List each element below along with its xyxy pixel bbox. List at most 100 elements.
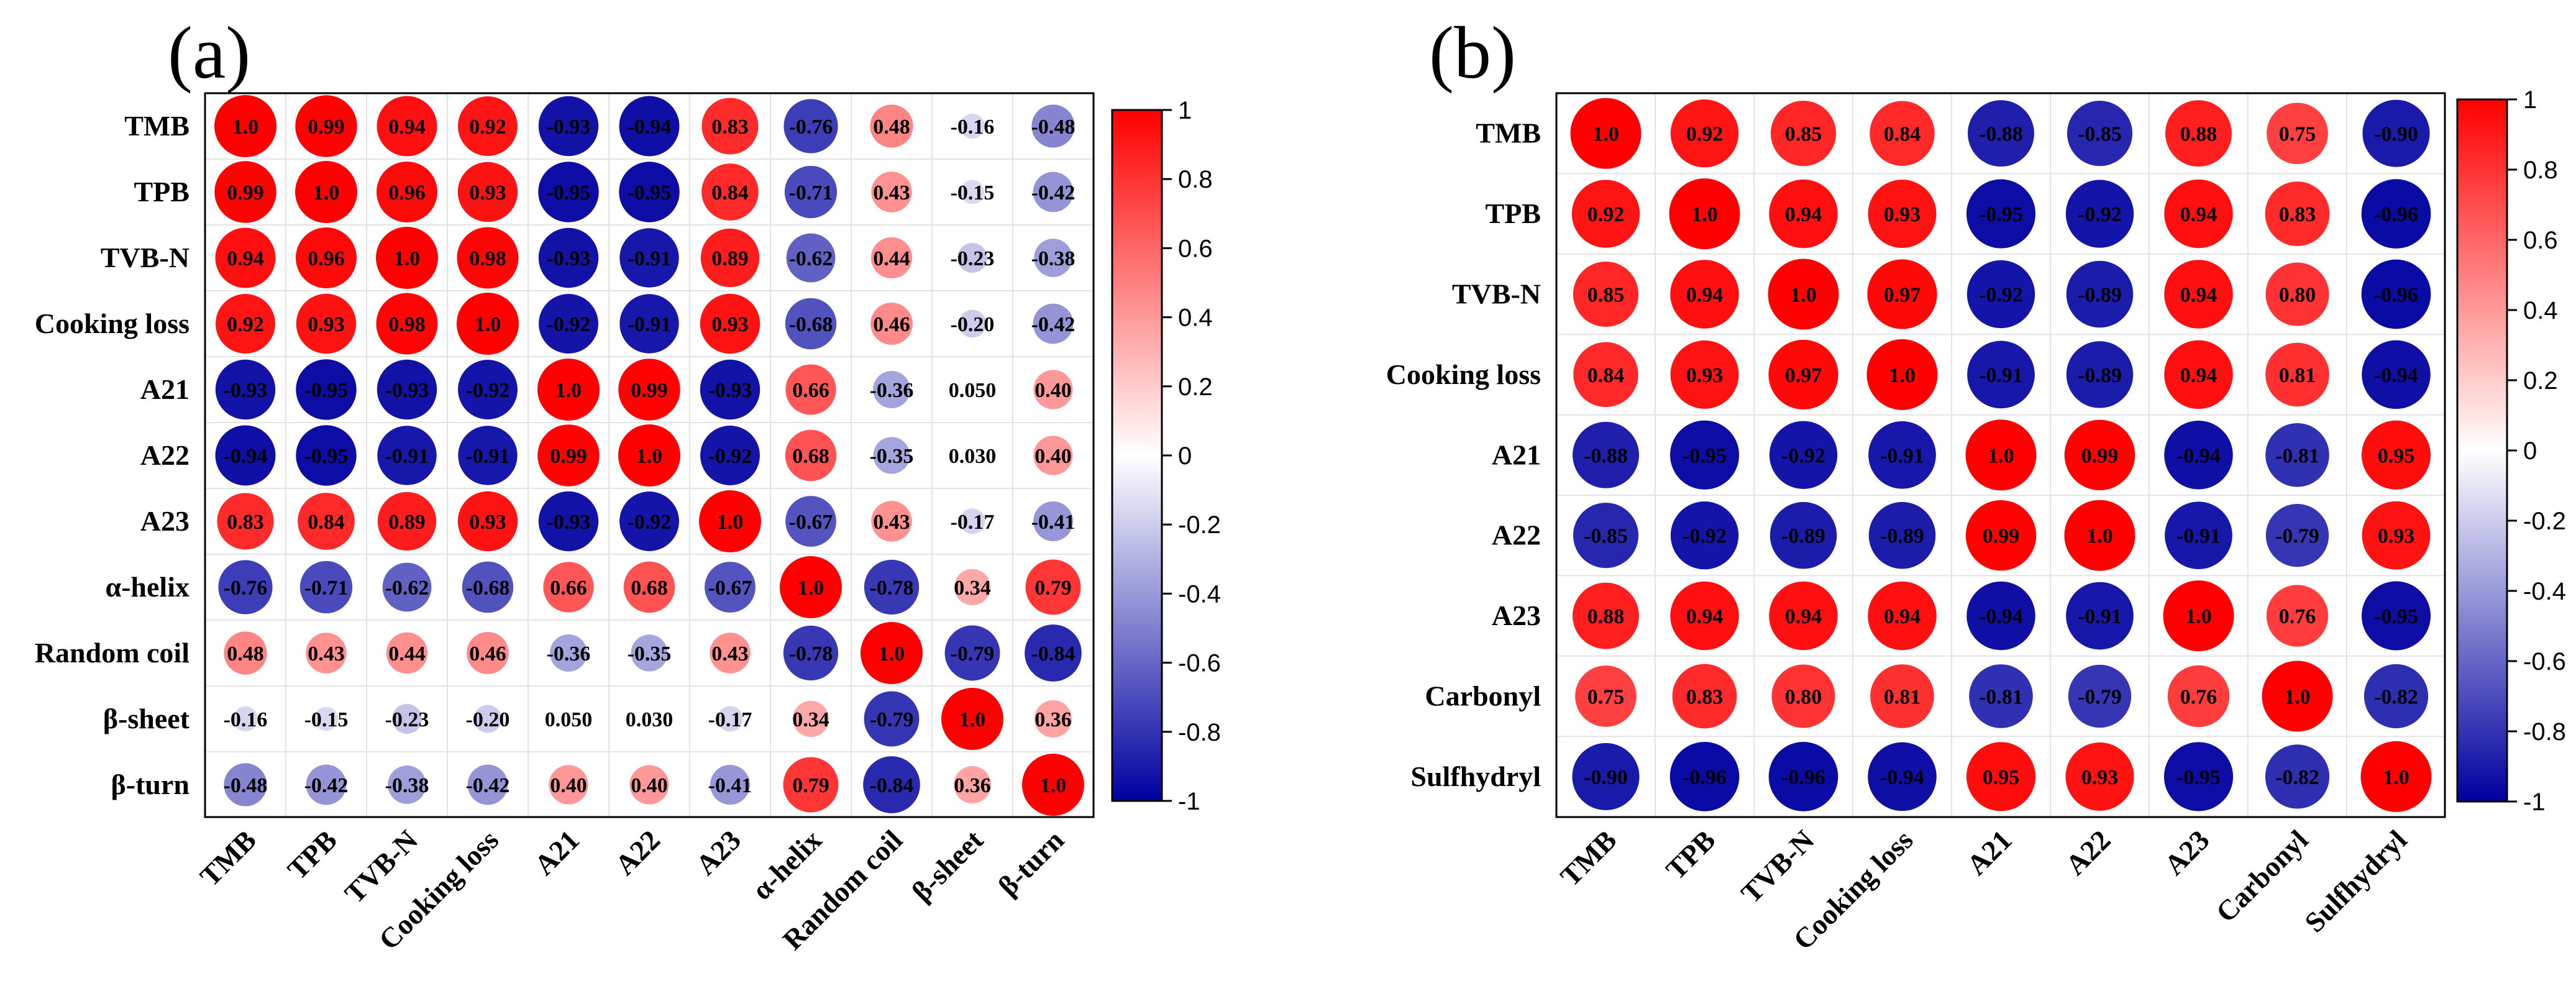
- correlation-value: -0.68: [789, 313, 833, 336]
- correlation-circle: [1770, 501, 1837, 569]
- correlation-circle: [871, 501, 912, 542]
- correlation-value: 0.94: [1686, 284, 1724, 307]
- correlation-value: 0.34: [954, 577, 991, 600]
- correlation-value: 1.0: [717, 511, 744, 534]
- correlation-circle: [1868, 180, 1937, 249]
- correlation-circle: [537, 359, 600, 421]
- correlation-circle: [2067, 101, 2133, 167]
- correlation-circle: [233, 706, 258, 731]
- correlation-circle: [1769, 179, 1838, 249]
- col-label: β-turn: [992, 824, 1070, 902]
- row-label: β-turn: [111, 769, 190, 800]
- correlation-circle: [1669, 420, 1740, 490]
- colorbar-tick-label: 0.4: [1178, 304, 1213, 332]
- correlation-value: 0.99: [1983, 525, 2020, 548]
- row-label: TPB: [134, 176, 190, 208]
- correlation-value: 0.98: [388, 313, 426, 336]
- correlation-circle: [786, 233, 836, 283]
- correlation-circle: [306, 764, 347, 805]
- correlation-circle: [1771, 664, 1835, 728]
- correlation-circle: [958, 309, 987, 338]
- correlation-circle: [1575, 665, 1637, 727]
- correlation-value: -0.85: [2078, 123, 2122, 146]
- correlation-value: -0.90: [2374, 123, 2418, 146]
- correlation-circle: [458, 96, 518, 156]
- correlation-value: -0.91: [628, 247, 672, 270]
- correlation-circle: [2065, 180, 2134, 248]
- correlation-circle: [296, 359, 357, 420]
- correlation-value: 0.66: [550, 577, 587, 600]
- correlation-value: -0.36: [870, 379, 914, 402]
- correlation-circle: [699, 490, 761, 552]
- correlation-circle: [1033, 501, 1074, 542]
- correlation-circle: [458, 360, 518, 419]
- correlation-circle: [382, 562, 432, 612]
- row-label: α-helix: [105, 571, 190, 603]
- colorbar-tick-label: -1: [1178, 788, 1200, 815]
- correlation-circle: [2265, 423, 2329, 487]
- correlation-circle: [1968, 100, 2034, 167]
- correlation-circle: [954, 766, 991, 803]
- correlation-value: -0.91: [2176, 525, 2221, 548]
- correlation-value: 0.92: [1686, 123, 1724, 146]
- correlation-circle: [957, 243, 987, 273]
- correlation-value: -0.96: [2374, 203, 2418, 226]
- correlation-value: -0.90: [1584, 766, 1628, 789]
- correlation-circle: [1025, 559, 1081, 615]
- correlation-circle: [538, 162, 599, 222]
- correlation-circle: [295, 95, 357, 157]
- correlation-circle: [1669, 178, 1740, 250]
- correlation-value: -0.89: [1781, 525, 1825, 548]
- correlation-value: 0.88: [1587, 605, 1625, 628]
- correlation-value: -0.91: [466, 445, 510, 468]
- correlation-circle: [965, 382, 980, 397]
- correlation-value: 0.80: [2279, 284, 2316, 307]
- correlation-circle: [538, 227, 599, 288]
- correlation-circle: [2265, 342, 2329, 407]
- correlation-circle: [2265, 744, 2330, 809]
- correlation-circle: [705, 562, 756, 613]
- correlation-value: -0.96: [1683, 766, 1727, 789]
- correlation-circle: [1670, 501, 1739, 570]
- correlation-value: -0.95: [628, 181, 672, 204]
- panel-a-colorbar-gradient: [1111, 109, 1163, 802]
- row-label: A21: [1492, 439, 1541, 470]
- correlation-circle: [215, 425, 276, 486]
- correlation-value: -0.95: [547, 181, 591, 204]
- correlation-circle: [2265, 262, 2329, 326]
- correlation-value: 0.81: [2279, 364, 2316, 387]
- panel-a-row-labels: TMB TPB TVB-N Cooking loss A21 A22 A23 α-helix R…: [35, 110, 190, 800]
- correlation-value: -0.92: [628, 511, 672, 534]
- correlation-value: 1.0: [475, 313, 501, 336]
- col-label: TPB: [1660, 824, 1721, 885]
- correlation-value: 0.94: [1686, 605, 1724, 628]
- correlation-value: 0.76: [2180, 686, 2217, 709]
- correlation-value: 0.81: [1884, 686, 1921, 709]
- correlation-value: 1.0: [959, 708, 986, 731]
- correlation-value: -0.38: [1031, 247, 1076, 270]
- correlation-value: -0.91: [628, 313, 672, 336]
- col-label: TPB: [281, 824, 343, 885]
- col-label: TMB: [194, 824, 262, 892]
- correlation-value: -0.78: [789, 642, 833, 665]
- correlation-circle: [550, 634, 587, 672]
- correlation-value: -0.42: [1031, 181, 1076, 204]
- correlation-circle: [2065, 742, 2134, 811]
- correlation-value: 0.93: [711, 313, 749, 336]
- correlation-circle: [299, 560, 353, 614]
- correlation-value: 0.40: [1035, 445, 1072, 468]
- correlation-circle: [1570, 98, 1642, 169]
- correlation-circle: [785, 496, 836, 547]
- correlation-value: 0.80: [1785, 686, 1822, 709]
- correlation-value: 1.0: [2185, 605, 2212, 628]
- correlation-value: 1.0: [1790, 284, 1817, 307]
- correlation-circle: [306, 633, 347, 674]
- correlation-circle: [1868, 581, 1937, 651]
- correlation-value: 0.66: [792, 379, 829, 402]
- correlation-circle: [1022, 754, 1084, 816]
- correlation-circle: [2164, 421, 2233, 490]
- panel-a-colorbar: 1 0.8 0.6 0.4 0.2 0 -0.2 -0.4 -0.6 -0.8 -1: [1111, 97, 1221, 815]
- correlation-circle: [2364, 664, 2429, 729]
- correlation-circle: [2164, 260, 2233, 329]
- col-label: β-sheet: [906, 824, 990, 908]
